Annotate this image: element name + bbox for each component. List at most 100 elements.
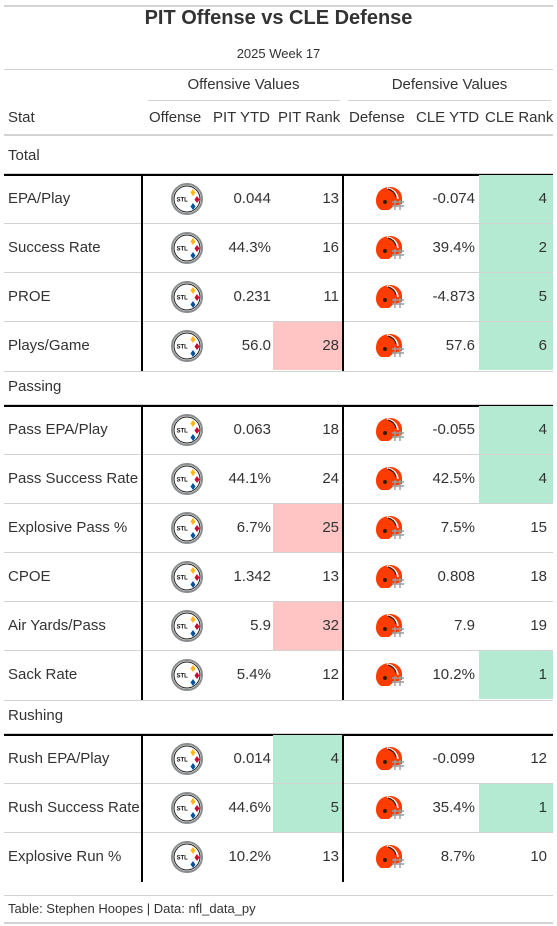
group-bottom-divider	[4, 371, 553, 372]
stat-label: Explosive Run %	[8, 848, 122, 865]
pit-ytd-value: 0.044	[233, 190, 271, 207]
pit-ytd-value: 0.231	[233, 288, 271, 305]
cle-rank-value: 10	[530, 848, 547, 865]
stat-label: Plays/Game	[8, 337, 90, 354]
steelers-logo-icon: STL	[171, 330, 203, 367]
cle-rank-value: 12	[530, 750, 547, 767]
table-title: PIT Offense vs CLE Defense	[144, 7, 413, 29]
browns-helmet-icon	[373, 744, 405, 779]
cle-rank-value: 1	[479, 651, 553, 699]
table-row: EPA/Play STL 0.044 13 -0.074 4	[4, 175, 553, 224]
column-header-stat: Stat	[8, 109, 35, 126]
cle-ytd-value: 0.808	[437, 568, 475, 585]
cle-rank-value: 4	[479, 406, 553, 454]
offense-column-rule	[141, 174, 143, 371]
stat-label: EPA/Play	[8, 190, 71, 207]
defensive-spanner-rule	[348, 100, 551, 101]
pit-ytd-value: 44.3%	[228, 239, 271, 256]
stat-label: CPOE	[8, 568, 51, 585]
row-group-divider	[4, 404, 553, 405]
cle-ytd-value: 35.4%	[432, 799, 475, 816]
cle-rank-value: 1	[479, 784, 553, 832]
svg-text:STL: STL	[177, 856, 189, 862]
cle-ytd-value: 7.5%	[440, 519, 475, 536]
column-header-defense: Defense	[349, 109, 405, 126]
cle-rank-value: 4	[479, 455, 553, 503]
group-bottom-divider	[4, 700, 553, 701]
cle-ytd-value: 39.4%	[432, 239, 475, 256]
heading-divider	[4, 69, 553, 70]
pit-rank-value: 13	[322, 848, 339, 865]
cle-rank-value: 19	[530, 617, 547, 634]
svg-text:STL: STL	[177, 247, 189, 253]
column-header-cle-ytd: CLE YTD	[416, 109, 480, 126]
browns-helmet-icon	[373, 415, 405, 450]
row-divider	[4, 552, 553, 553]
stat-label: Pass EPA/Play	[8, 421, 108, 438]
svg-text:STL: STL	[177, 198, 189, 204]
svg-text:STL: STL	[177, 674, 189, 680]
pit-rank-value: 13	[322, 190, 339, 207]
cle-ytd-value: 10.2%	[432, 666, 475, 683]
browns-helmet-icon	[373, 233, 405, 268]
row-divider	[4, 783, 553, 784]
browns-helmet-icon	[373, 184, 405, 219]
row-divider	[4, 503, 553, 504]
steelers-logo-icon: STL	[171, 512, 203, 549]
steelers-logo-icon: STL	[171, 414, 203, 451]
browns-helmet-icon	[373, 793, 405, 828]
row-divider	[4, 650, 553, 651]
stat-label: Explosive Pass %	[8, 519, 128, 536]
pit-rank-value: 13	[322, 568, 339, 585]
pit-rank-value: 11	[323, 288, 339, 305]
svg-text:STL: STL	[177, 527, 189, 533]
row-group-total: Total	[8, 147, 40, 164]
browns-helmet-icon	[373, 331, 405, 366]
table-row: Success Rate STL 44.3% 16 39.4% 2	[4, 224, 553, 273]
stat-label: Sack Rate	[8, 666, 78, 683]
pit-rank-value: 16	[322, 239, 339, 256]
offensive-spanner-rule	[148, 100, 340, 101]
pit-rank-value: 32	[273, 602, 343, 650]
table-row: Sack Rate STL 5.4% 12 10.2% 1	[4, 651, 553, 700]
browns-helmet-icon	[373, 660, 405, 695]
steelers-logo-icon: STL	[171, 659, 203, 696]
cle-ytd-value: 8.7%	[440, 848, 475, 865]
pit-rank-value: 24	[322, 470, 339, 487]
group-top-rule	[4, 405, 553, 407]
pit-ytd-value: 10.2%	[228, 848, 271, 865]
footer-divider	[4, 895, 553, 896]
svg-text:STL: STL	[177, 429, 189, 435]
table-row: Explosive Run % STL 10.2% 13 8.7% 10	[4, 833, 553, 882]
steelers-logo-icon: STL	[171, 463, 203, 500]
svg-text:STL: STL	[177, 478, 189, 484]
pit-ytd-value: 5.4%	[236, 666, 271, 683]
row-divider	[4, 454, 553, 455]
table-row: Plays/Game STL 56.0 28 57.6 6	[4, 322, 553, 371]
browns-helmet-icon	[373, 842, 405, 877]
svg-text:STL: STL	[177, 625, 189, 631]
stat-label: Air Yards/Pass	[8, 617, 106, 634]
defense-column-rule	[342, 734, 344, 882]
browns-helmet-icon	[373, 282, 405, 317]
defense-column-rule	[342, 405, 344, 700]
pit-ytd-value: 0.063	[233, 421, 271, 438]
browns-helmet-icon	[373, 562, 405, 597]
table-source-note: Table: Stephen Hoopes | Data: nfl_data_p…	[8, 901, 256, 916]
table-frame	[4, 5, 553, 924]
pit-rank-value: 18	[322, 421, 339, 438]
steelers-logo-icon: STL	[171, 792, 203, 829]
row-group-divider	[4, 733, 553, 734]
cle-ytd-value: -0.099	[432, 750, 475, 767]
svg-text:STL: STL	[177, 758, 189, 764]
cle-ytd-value: -4.873	[432, 288, 475, 305]
cle-rank-value: 6	[479, 322, 553, 370]
stat-label: PROE	[8, 288, 51, 305]
column-header-cle-rank: CLE Rank	[485, 109, 554, 126]
table-row: Pass EPA/Play STL 0.063 18 -0.055 4	[4, 406, 553, 455]
cle-rank-value: 5	[479, 273, 553, 321]
row-divider	[4, 832, 553, 833]
column-header-offense: Offense	[149, 109, 202, 126]
offensive-values-spanner: Offensive Values	[187, 76, 300, 93]
table-row: Rush Success Rate STL 44.6% 5 35.4% 1	[4, 784, 553, 833]
